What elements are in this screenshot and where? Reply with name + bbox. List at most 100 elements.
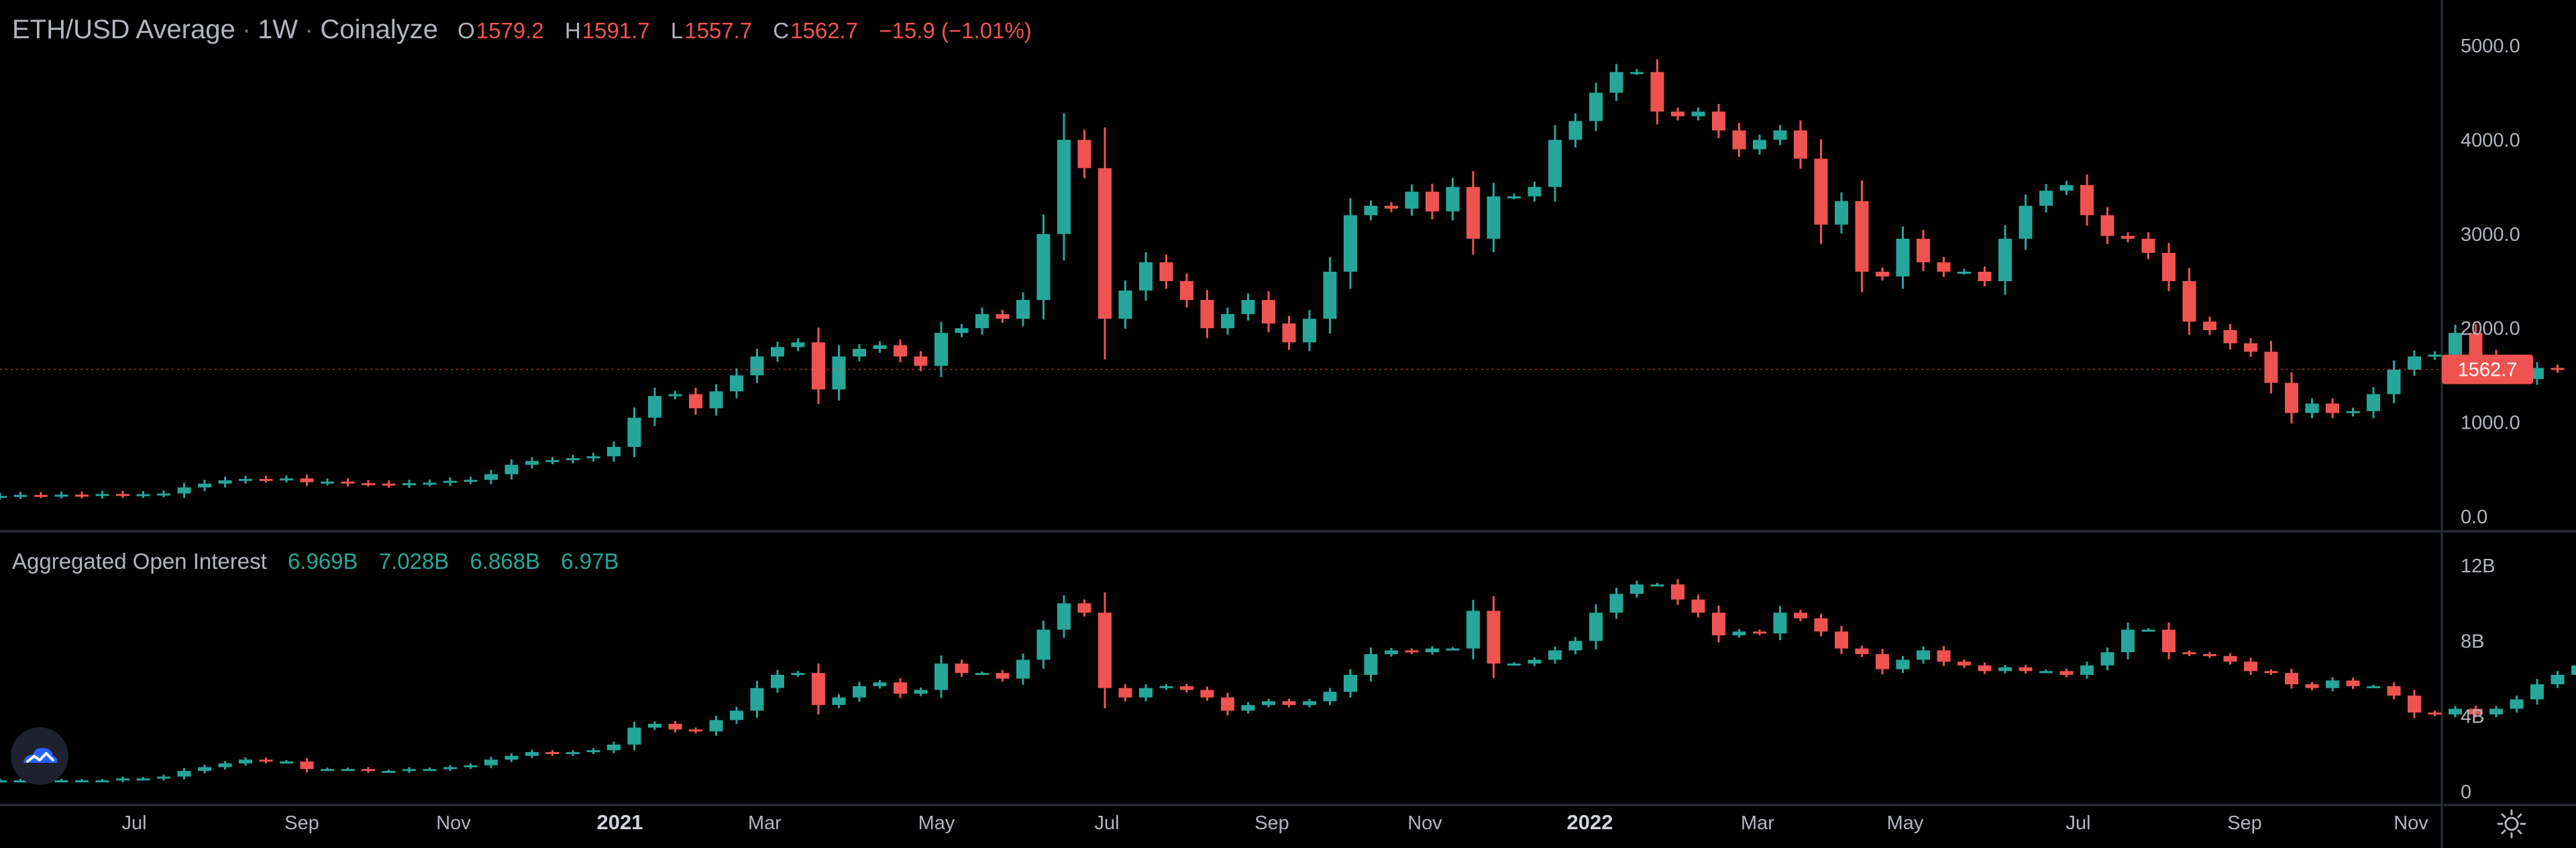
oi-candle [1527,657,1542,666]
oi-title[interactable]: Aggregated Open Interest [12,549,267,574]
price-axis[interactable]: 0.0 1000.0 2000.0 3000.0 4000.0 5000.0 [2461,36,2520,528]
oi-candle [1773,606,1787,641]
price-candle [157,490,170,498]
oi-candle-body [157,776,170,779]
price-candle-body [648,396,661,418]
oi-candle-body [1098,613,1112,688]
oi-candle-body [2510,699,2524,709]
oi-candle-body [2408,695,2421,713]
time-axis-tick-label: 2022 [1567,810,1613,834]
price-candle-body [607,447,621,457]
oi-candle-body [1896,659,1910,670]
price-candle-body [914,356,928,366]
price-candle [1957,268,1971,275]
time-axis-tick-label: Nov [436,812,471,834]
price-candle-body [2080,184,2094,215]
price-candle-body [1548,140,1562,187]
coinalyze-logo-icon[interactable] [11,727,68,785]
price-candle-body [832,356,846,390]
price-candle [321,478,334,486]
oi-candle-body [198,767,211,772]
price-candle-body [1937,262,1951,272]
oi-candle [2326,677,2339,692]
price-candle [1589,83,1603,131]
price-candle [1630,69,1644,75]
oi-candle [2203,652,2216,658]
symbol-title[interactable]: ETH/USD Average [12,15,235,44]
price-candle-body [1098,168,1112,319]
ohlc-values: O1579.2 H1591.7 L1557.7 C1562.7 −15.9 (−… [458,18,1046,43]
oi-candle [914,687,928,696]
price-candle-body [709,391,723,409]
oi-axis[interactable]: 0 4B 8B 12B [2461,555,2496,803]
oi-candle [341,767,355,772]
price-candle [2162,243,2176,291]
oi-candle [894,678,907,698]
oi-candle-body [832,697,846,705]
price-candle-body [689,394,702,409]
oi-candle [423,767,437,772]
oi-candle [1036,621,1051,669]
price-candle-body [934,333,948,366]
oi-candle-body [2080,665,2094,675]
oi-candle-body [996,673,1010,679]
oi-candle-body [1937,650,1951,662]
price-candle-body [1180,281,1193,301]
price-candle-body [464,480,478,482]
legend-separator: · [305,15,314,44]
time-axis[interactable]: Jul Sep Nov 2021 Mar May Jul Sep Nov 2022 Mar May Ju… [121,810,2428,834]
price-candle [975,307,989,335]
oi-candle [198,764,211,774]
oi-candle-body [2121,629,2135,653]
oi-candle [1548,646,1562,664]
oi-candle [812,663,825,714]
price-candle-body [75,494,89,497]
price-candle-body [996,314,1010,319]
oi-candle-body [1016,659,1030,679]
price-candle-body [34,494,48,497]
price-candle [627,407,641,458]
price-candle [1200,290,1214,339]
price-candle-body [1303,319,1316,343]
price-axis-tick-label: 3000.0 [2461,224,2520,246]
price-candle [750,348,764,383]
oi-candle [280,759,293,764]
oi-candle-body [1691,599,1705,613]
oi-candle [771,670,784,693]
oi-candle-body [709,720,723,732]
oi-candle [1077,599,1091,617]
oi-candle [2387,682,2401,700]
interval-label[interactable]: 1W [258,15,299,44]
price-candle [832,345,846,401]
oi-candle [832,694,846,708]
price-candle [1282,315,1296,350]
oi-candle-body [791,673,805,676]
time-axis-tick-label: May [918,812,955,834]
price-candle-body [1323,272,1337,319]
oi-axis-tick-label: 4B [2461,706,2484,728]
price-candle-body [1118,290,1132,319]
price-candle [2039,184,2053,213]
oi-candle-body [2530,684,2544,700]
oi-candle [504,753,519,762]
open-value: 1579.2 [476,18,544,43]
oi-candle-body [382,771,396,774]
price-candle [1221,307,1234,335]
price-candle-body [2203,321,2216,331]
price-candle-body [2059,184,2074,191]
price-candle-body [2408,356,2421,370]
price-candle-body [975,314,989,329]
source-label: Coinalyze [320,15,439,44]
price-candle [1998,225,2012,295]
price-candle-body [1364,205,1378,215]
settings-gear-icon[interactable] [2493,805,2530,843]
oi-candle [2449,706,2462,718]
price-candle-body [2264,352,2278,383]
price-candle-body [443,480,457,483]
price-candle-body [177,487,191,494]
oi-candle-body [1036,629,1051,660]
oi-candle [1180,684,1193,692]
price-candle [2408,350,2421,376]
